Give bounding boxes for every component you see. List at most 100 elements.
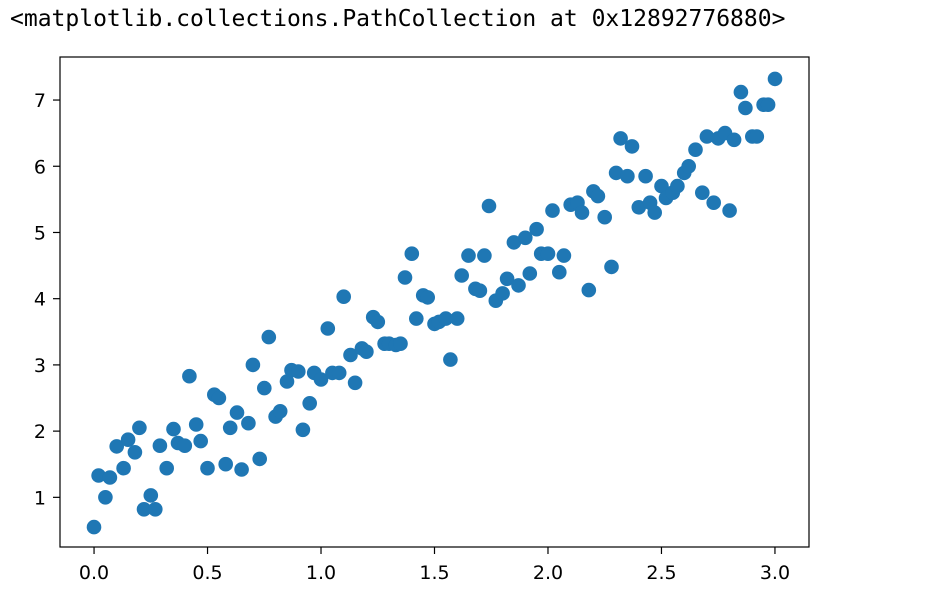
data-point	[454, 268, 470, 283]
data-point	[733, 84, 749, 100]
data-point	[654, 178, 669, 194]
data-point	[320, 321, 336, 336]
x-axis: 0.0 0.5 1.0 1.5 2.0 2.5 3.0	[79, 547, 790, 584]
x-tick-label: 2.5	[646, 562, 676, 584]
cell-output-text: <matplotlib.collections.PathCollection a…	[10, 6, 786, 32]
y-tick-label: 3	[34, 355, 46, 377]
data-point	[241, 415, 256, 431]
data-point	[495, 286, 510, 301]
y-tick-label: 2	[34, 421, 46, 443]
data-point	[166, 421, 181, 437]
data-point	[302, 396, 318, 411]
data-point	[177, 438, 193, 454]
data-point	[404, 246, 420, 261]
data-point	[313, 372, 329, 387]
y-tick-label: 5	[34, 222, 46, 244]
data-point	[760, 97, 776, 112]
x-tick-label: 2.0	[533, 562, 563, 584]
data-point	[182, 368, 197, 384]
data-point	[726, 132, 742, 148]
data-point	[291, 364, 306, 379]
data-point	[518, 230, 533, 246]
data-point	[647, 205, 662, 220]
data-point	[272, 404, 288, 419]
data-point	[540, 246, 556, 261]
data-point	[681, 159, 696, 174]
data-point	[331, 365, 347, 381]
data-point	[98, 490, 113, 505]
data-point	[222, 420, 238, 436]
data-point	[343, 347, 358, 363]
data-point	[393, 336, 408, 352]
data-point	[638, 168, 653, 184]
data-point	[722, 203, 737, 218]
data-point	[545, 203, 560, 218]
data-point	[695, 185, 710, 200]
data-point	[359, 344, 374, 360]
data-point	[522, 266, 538, 281]
x-tick-label: 3.0	[760, 562, 790, 584]
data-point	[443, 352, 458, 367]
data-point	[688, 142, 703, 157]
data-points	[86, 71, 783, 535]
data-point	[552, 264, 567, 280]
data-point	[597, 209, 612, 225]
y-tick-label: 7	[34, 90, 46, 112]
data-point	[438, 311, 454, 326]
data-point	[477, 248, 492, 263]
data-point	[211, 390, 227, 406]
y-tick-label: 1	[34, 487, 46, 509]
x-tick-label: 0.5	[192, 562, 222, 584]
data-point	[481, 198, 497, 214]
data-point	[472, 283, 488, 299]
data-point	[336, 289, 352, 305]
data-point	[152, 438, 168, 454]
data-point	[234, 462, 249, 477]
data-point	[670, 178, 685, 194]
data-point	[245, 357, 261, 373]
x-tick-label: 1.0	[306, 562, 336, 584]
data-point	[590, 188, 606, 204]
data-point	[257, 380, 272, 396]
data-point	[127, 445, 143, 460]
data-point	[499, 271, 515, 287]
data-point	[91, 468, 106, 483]
x-tick-label: 0.0	[79, 562, 109, 584]
data-point	[252, 451, 267, 467]
data-point	[229, 405, 245, 420]
data-point	[511, 278, 526, 293]
data-point	[143, 488, 159, 503]
data-point	[604, 259, 619, 275]
data-point	[188, 417, 204, 432]
data-point	[767, 71, 783, 87]
data-point	[261, 329, 277, 345]
data-point	[706, 195, 721, 210]
data-point	[506, 235, 522, 250]
data-point	[347, 375, 363, 391]
data-point	[218, 456, 233, 472]
data-point	[132, 420, 147, 436]
data-point	[581, 282, 597, 298]
data-point	[116, 460, 131, 476]
y-tick-label: 4	[34, 289, 46, 311]
data-point	[608, 165, 624, 181]
x-tick-label: 1.5	[419, 562, 449, 584]
data-point	[109, 439, 124, 454]
data-point	[193, 433, 208, 449]
data-point	[620, 168, 635, 184]
data-point	[631, 200, 647, 215]
data-point	[556, 248, 572, 263]
data-point	[200, 460, 215, 476]
data-point	[738, 100, 753, 116]
data-point	[148, 502, 163, 517]
data-point	[529, 221, 544, 237]
data-point	[370, 314, 386, 330]
data-point	[295, 422, 311, 438]
data-point	[420, 290, 436, 305]
data-point	[120, 432, 136, 448]
data-point	[159, 460, 174, 476]
data-point	[699, 129, 715, 144]
y-axis: 1 2 3 4 5 6 7	[34, 90, 60, 509]
data-point	[574, 205, 590, 220]
